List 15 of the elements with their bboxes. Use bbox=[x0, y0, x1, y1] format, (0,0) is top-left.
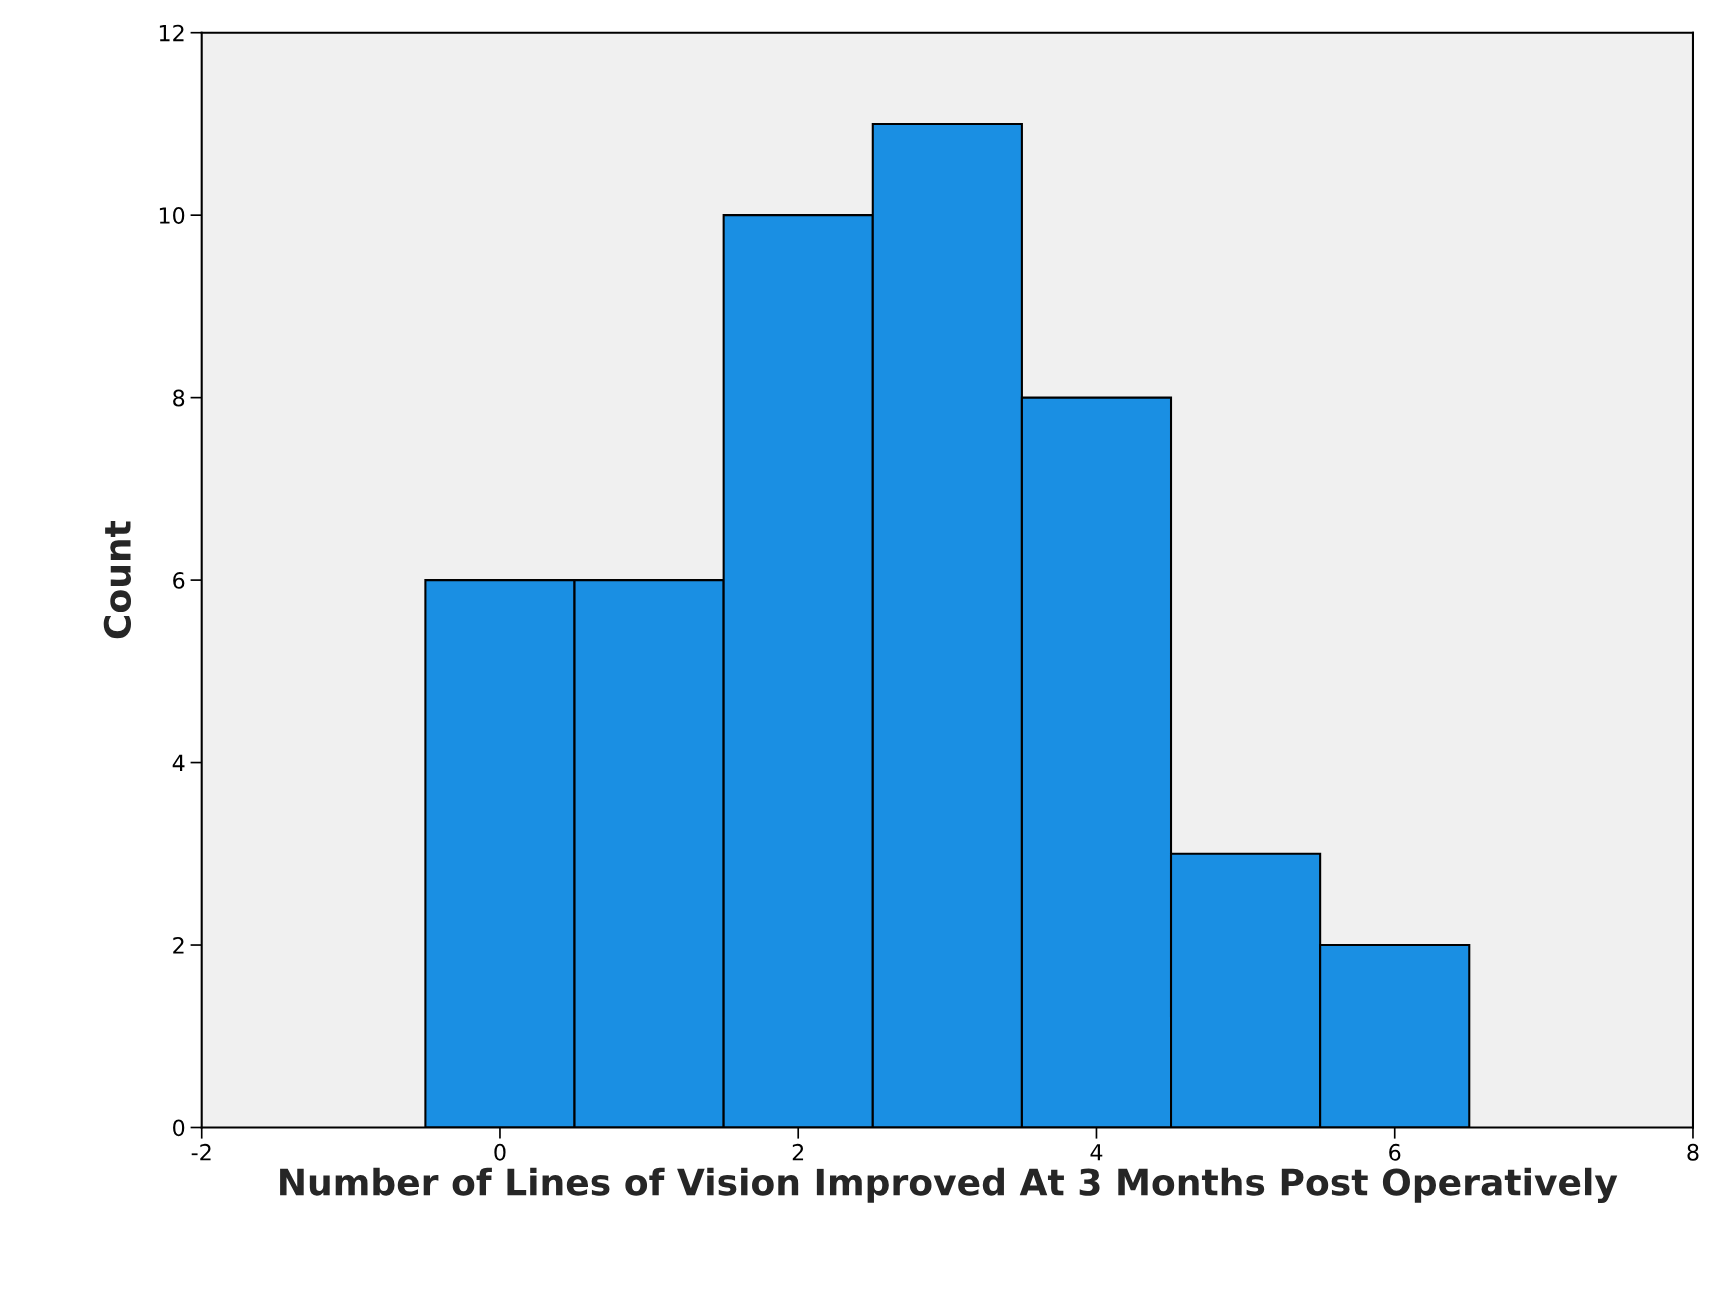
y-tick-label: 6 bbox=[173, 572, 185, 589]
y-tick-label: 8 bbox=[173, 389, 185, 407]
y-tick-label: 4 bbox=[172, 754, 185, 772]
y-axis-title: Count bbox=[103, 520, 132, 639]
y-tick-label: 12 bbox=[159, 24, 184, 42]
y-tick-label: 2 bbox=[173, 936, 184, 954]
x-tick-label: 6 bbox=[1389, 1143, 1401, 1161]
x-tick-label: 8 bbox=[1687, 1143, 1699, 1161]
y-tick-label: 0 bbox=[173, 1119, 185, 1137]
y-tick-label: 10 bbox=[159, 207, 185, 224]
x-tick-label: 4 bbox=[1090, 1144, 1103, 1161]
x-axis-title: Number of Lines of Vision Improved At 3 Months Post Operatively bbox=[280, 1167, 1618, 1203]
x-tick-label: 0 bbox=[494, 1143, 506, 1161]
x-tick-label: -2 bbox=[191, 1143, 211, 1161]
x-tick-label: 2 bbox=[792, 1143, 804, 1161]
